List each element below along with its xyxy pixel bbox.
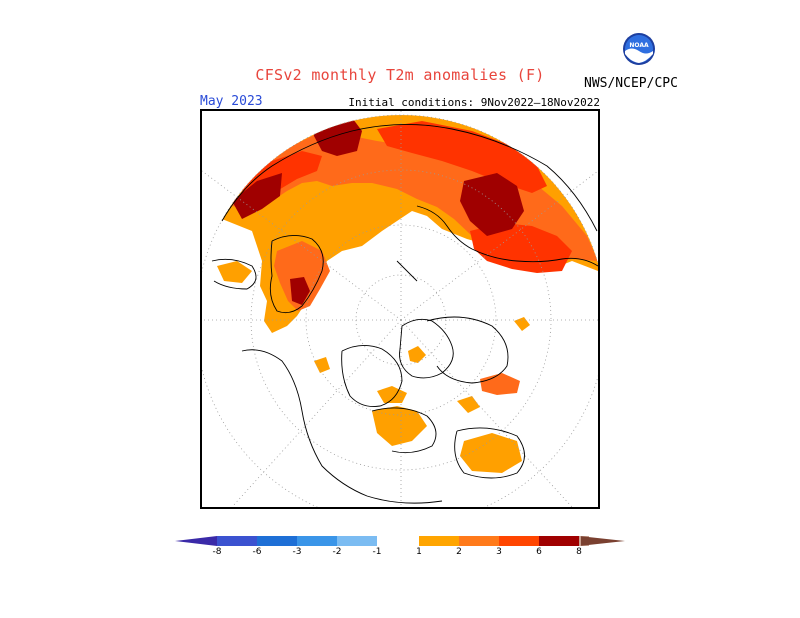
legend-label: 8	[576, 547, 582, 557]
anomaly-region-north-europe	[217, 261, 252, 283]
legend-swatch	[579, 536, 581, 546]
legend-swatch	[337, 536, 377, 546]
anomaly-region-alaska	[470, 223, 572, 273]
legend-arrow-high	[579, 536, 625, 546]
anomaly-region-iceland	[514, 317, 530, 331]
legend-swatch	[499, 536, 539, 546]
anomaly-region-beaufort	[314, 357, 330, 373]
legend-label: 6	[536, 547, 542, 557]
legend-label: -8	[212, 547, 222, 557]
anomaly-region-arctic-island	[408, 346, 426, 363]
legend-label: -6	[252, 547, 262, 557]
noaa-logo-icon: NOAA	[623, 33, 655, 65]
agency-label: NWS/NCEP/CPC	[584, 76, 678, 91]
legend-swatch	[377, 536, 419, 546]
legend-swatch	[297, 536, 337, 546]
coastlines	[211, 124, 598, 504]
anomaly-region-greenland-coast	[480, 373, 520, 395]
anomaly-region-chukotka	[460, 173, 524, 236]
legend-swatch	[419, 536, 459, 546]
color-legend	[175, 536, 625, 546]
anomaly-region-urals	[232, 173, 282, 219]
anomaly-region-east-siberia-hot	[377, 121, 547, 193]
anomaly-region-scandinavia	[274, 241, 330, 311]
legend-swatch	[539, 536, 579, 546]
map-panel	[200, 109, 600, 509]
legend-swatch	[459, 536, 499, 546]
logo-text: NOAA	[629, 42, 649, 49]
graticule	[202, 111, 598, 507]
anomaly-region-scandinavia-hot	[290, 277, 310, 305]
legend-label: 3	[496, 547, 502, 557]
legend-swatch	[217, 536, 257, 546]
anomaly-region-arctic-isles	[377, 386, 407, 403]
legend-label: -3	[292, 547, 302, 557]
legend-swatch	[257, 536, 297, 546]
forecast-month: May 2023	[200, 94, 263, 109]
chart-title: CFSv2 monthly T2m anomalies (F)	[255, 66, 545, 84]
legend-label: 1	[416, 547, 422, 557]
anomaly-region-hudson	[460, 433, 522, 473]
legend-label: -2	[332, 547, 342, 557]
polar-map	[202, 111, 598, 507]
legend-arrow-low	[175, 536, 217, 546]
legend-label: 2	[456, 547, 462, 557]
legend-label: -1	[372, 547, 382, 557]
legend-labels: -8 -6 -3 -2 -1 1 2 3 6 8	[175, 535, 625, 565]
initial-conditions: Initial conditions: 9Nov2022–18Nov2022	[348, 96, 600, 109]
anomaly-region-canada	[372, 406, 427, 446]
